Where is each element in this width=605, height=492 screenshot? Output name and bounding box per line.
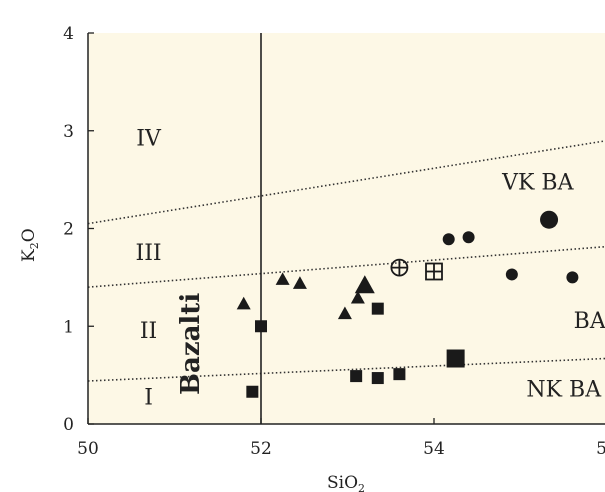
square-point (371, 302, 384, 315)
region-label-ba: BA (574, 309, 605, 334)
boundary-line-iii-iv (87, 140, 605, 225)
region-label-iv: IV (136, 126, 162, 151)
x-tick-label: 56 (596, 439, 605, 459)
triangle-point (337, 306, 352, 320)
y-axis-title: K2O (19, 228, 41, 262)
bazalti-label: Bazalti (176, 293, 206, 395)
triangle-point (354, 275, 375, 294)
square-point (246, 385, 259, 398)
boundary-lines (87, 33, 605, 424)
circle-point (566, 271, 579, 284)
y-tick-label: 2 (63, 220, 74, 240)
x-axis-title: SiO2 (327, 473, 365, 492)
square-point (371, 372, 384, 385)
region-label-nk-ba: NK BA (526, 378, 602, 403)
square-point (255, 320, 267, 333)
x-tick-label: 50 (77, 439, 99, 459)
x-tick-label: 52 (250, 439, 272, 459)
data-points (236, 210, 579, 398)
triangle-point (350, 290, 365, 304)
crossed-circle-point (390, 258, 409, 277)
circle-point (442, 233, 455, 246)
square-point (446, 349, 465, 368)
square-point (393, 368, 406, 381)
plot-background (88, 33, 605, 424)
region-label-vk-ba: VK BA (501, 170, 574, 195)
triangle-point (275, 272, 290, 285)
y-tick-label: 4 (63, 24, 74, 44)
circle-point (505, 268, 518, 281)
crossed-square-point (425, 262, 443, 281)
region-label-i: I (144, 385, 153, 410)
y-tick-label: 1 (63, 317, 74, 337)
square-point (350, 370, 363, 383)
y-tick-label: 3 (63, 122, 74, 142)
triangle-point (292, 276, 307, 289)
x-tick-label: 54 (423, 439, 445, 459)
boundary-line-i-ii (87, 357, 605, 382)
circle-point (462, 231, 475, 244)
circle-point (540, 210, 559, 229)
region-label-iii: III (136, 241, 162, 266)
y-tick-label: 0 (63, 415, 74, 435)
region-label-ii: II (140, 319, 157, 344)
triangle-point (236, 296, 251, 310)
axis-ticks: 50 52 54 56 0 1 2 3 4 (63, 24, 605, 459)
